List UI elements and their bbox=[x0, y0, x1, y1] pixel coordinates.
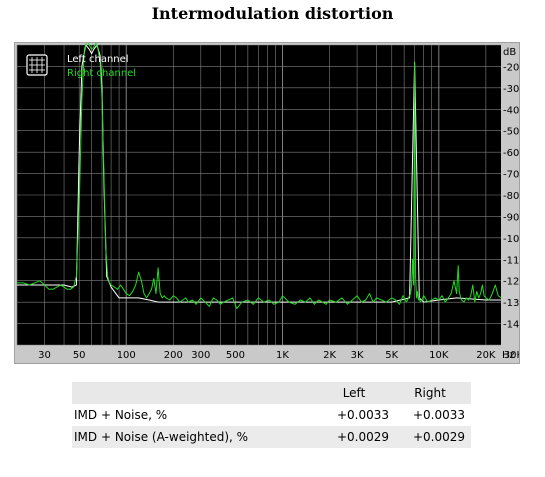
row-label: IMD + Noise (A-weighted), % bbox=[74, 430, 249, 444]
grid bbox=[16, 44, 501, 346]
row-left-value: +0.0029 bbox=[336, 430, 389, 444]
chart-title: Intermodulation distortion bbox=[151, 4, 394, 23]
x-tick-label: 200 bbox=[164, 350, 183, 361]
x-tick-label: 2K bbox=[323, 350, 336, 361]
y-tick-label: -110 bbox=[503, 255, 519, 266]
x-tick-label: 500 bbox=[226, 350, 245, 361]
y-tick-label: -70 bbox=[503, 170, 519, 181]
y-tick-label: -30 bbox=[503, 84, 519, 95]
series-right-channel bbox=[17, 43, 502, 310]
legend-entry-right: Right channel bbox=[67, 68, 136, 79]
x-tick-label: 30K bbox=[504, 350, 519, 361]
x-tick-label: 1K bbox=[276, 350, 289, 361]
y-axis-ticks: -20 -30 -40 -50 -60 -70 -80 -90 -100 -110 -120 -130… bbox=[503, 62, 519, 330]
y-tick-label: -90 bbox=[503, 212, 519, 223]
x-tick-label: 50 bbox=[73, 350, 86, 361]
table-header-row: Left Right bbox=[72, 382, 471, 404]
table-header-right: Right bbox=[414, 386, 446, 400]
y-tick-label: -130 bbox=[503, 298, 519, 309]
x-tick-label: 100 bbox=[117, 350, 136, 361]
table-row: IMD + Noise (A-weighted), % +0.0029 +0.0… bbox=[72, 426, 471, 448]
x-tick-label: 20K bbox=[476, 350, 496, 361]
grid-icon bbox=[26, 54, 48, 76]
x-tick-label: 30 bbox=[38, 350, 51, 361]
intermodulation-chart: 30 50 100 200 300 500 1K 2K 3K 5K 10K 20K 30K -20 -30… bbox=[16, 43, 519, 361]
row-left-value: +0.0033 bbox=[336, 408, 389, 422]
x-axis-unit: Hz bbox=[502, 350, 515, 361]
y-tick-label: -50 bbox=[503, 127, 519, 138]
y-tick-label: -40 bbox=[503, 105, 519, 116]
y-tick-label: -100 bbox=[503, 234, 519, 245]
row-right-value: +0.0029 bbox=[412, 430, 465, 444]
legend: Left channel Right channel bbox=[26, 54, 136, 79]
x-axis-ticks: 30 50 100 200 300 500 1K 2K 3K 5K 10K 20K 30K bbox=[38, 350, 519, 361]
row-label: IMD + Noise, % bbox=[74, 408, 168, 422]
y-tick-label: -60 bbox=[503, 148, 519, 159]
results-table: Left Right IMD + Noise, % +0.0033 +0.003… bbox=[72, 382, 471, 448]
y-tick-label: -120 bbox=[503, 277, 519, 288]
table-row: IMD + Noise, % +0.0033 +0.0033 bbox=[72, 404, 471, 426]
chart-frame: 30 50 100 200 300 500 1K 2K 3K 5K 10K 20K 30K -20 -30… bbox=[14, 42, 520, 364]
y-tick-label: -140 bbox=[503, 320, 519, 331]
x-tick-label: 5K bbox=[385, 350, 398, 361]
table-header-left: Left bbox=[342, 386, 366, 400]
legend-entry-left: Left channel bbox=[67, 54, 129, 65]
x-tick-label: 10K bbox=[429, 350, 449, 361]
x-tick-label: 3K bbox=[351, 350, 364, 361]
y-tick-label: -80 bbox=[503, 191, 519, 202]
series-lines bbox=[17, 43, 502, 310]
y-tick-label: -20 bbox=[503, 62, 519, 73]
row-right-value: +0.0033 bbox=[412, 408, 465, 422]
y-axis-unit: dB bbox=[503, 47, 516, 58]
x-tick-label: 300 bbox=[191, 350, 210, 361]
